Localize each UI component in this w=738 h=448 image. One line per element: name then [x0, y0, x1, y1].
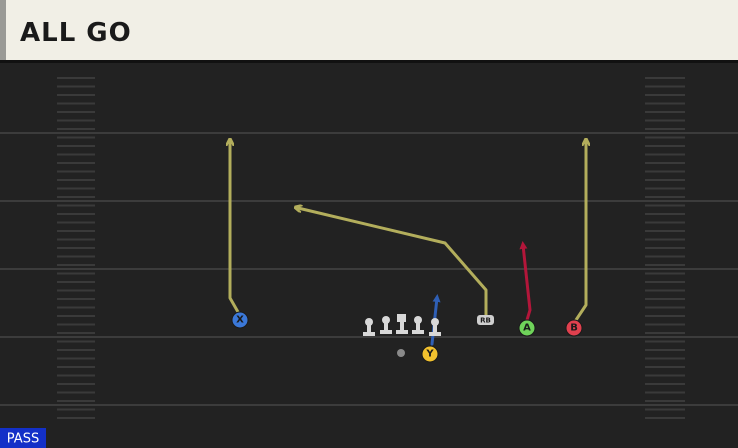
play-type-badge: [0, 428, 46, 448]
offensive-line: [363, 314, 441, 336]
yard-lines: [0, 132, 738, 406]
route-rb: [298, 208, 488, 318]
player-label: X: [236, 315, 244, 326]
route-b: [574, 142, 586, 322]
player-y: [421, 345, 439, 363]
quarterback: [397, 349, 405, 357]
route-x: [230, 142, 240, 314]
header-accent: [0, 0, 6, 60]
player-b: [565, 319, 583, 337]
player-label: A: [523, 323, 531, 334]
play-type: PASS: [7, 432, 39, 447]
play-title: ALL GO: [20, 18, 132, 48]
player-x: [231, 311, 249, 329]
player-label: B: [570, 323, 578, 334]
header-bar: [0, 0, 738, 60]
hash-marks: [57, 77, 685, 419]
player-label: RB: [480, 317, 491, 325]
header-shadow: [0, 60, 738, 63]
player-a: [518, 319, 536, 337]
player-rb: [477, 315, 494, 325]
player-label: Y: [425, 349, 434, 360]
route-a: [519, 241, 532, 322]
